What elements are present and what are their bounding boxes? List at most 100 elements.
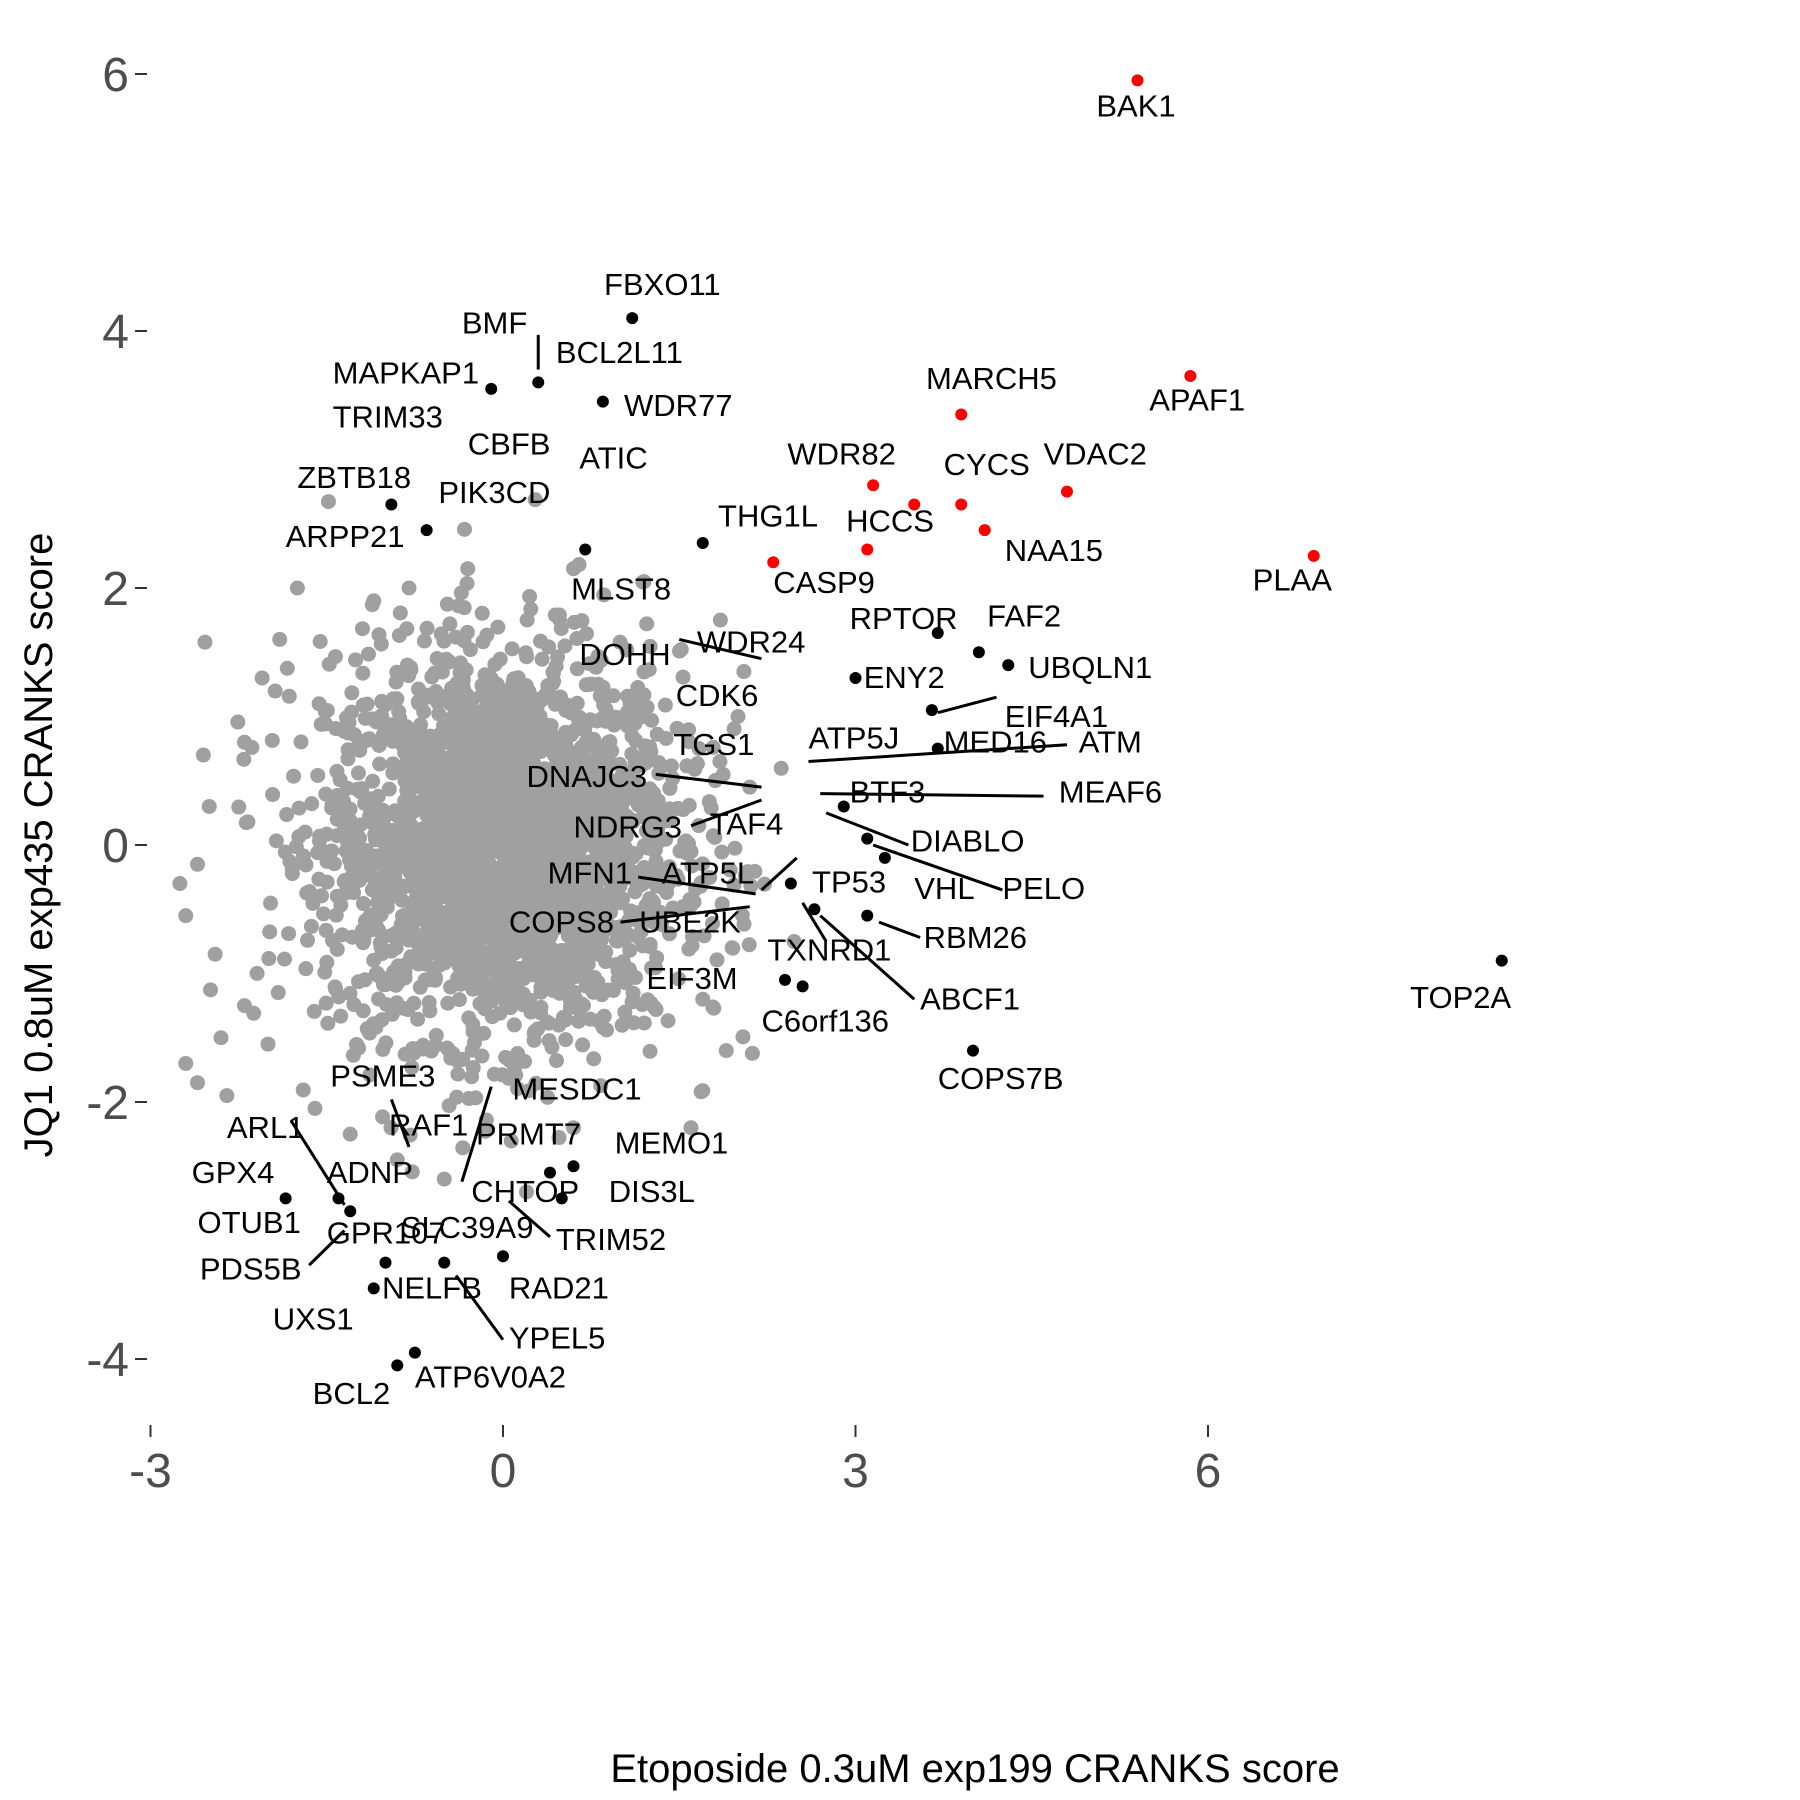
- background-point: [497, 993, 513, 1009]
- background-point: [441, 1098, 457, 1114]
- background-point: [307, 1100, 323, 1116]
- background-point: [585, 984, 601, 1000]
- background-point: [533, 984, 549, 1000]
- background-point: [465, 829, 481, 845]
- data-point: [596, 395, 609, 408]
- background-point: [551, 1130, 567, 1146]
- leader-line: [872, 843, 1003, 892]
- background-point: [646, 785, 662, 801]
- background-point: [663, 758, 679, 774]
- background-point: [649, 726, 665, 742]
- background-point: [605, 688, 621, 704]
- background-point: [650, 834, 666, 850]
- background-point: [362, 1025, 378, 1041]
- background-point: [409, 885, 425, 901]
- x-tick-label: 0: [490, 1445, 517, 1498]
- background-point: [683, 844, 699, 860]
- background-point: [506, 673, 522, 689]
- background-point: [195, 747, 211, 763]
- axes: -3 0 3 6 -4 -2 0 2 4 6: [86, 49, 1221, 1498]
- gene-label: ATM: [1079, 724, 1142, 759]
- background-point: [736, 664, 752, 680]
- background-point: [566, 561, 581, 577]
- leader-line: [819, 914, 916, 1001]
- background-point: [744, 1045, 760, 1061]
- gene-label: ENY2: [864, 660, 945, 695]
- background-point: [451, 958, 467, 974]
- gene-label: HCCS: [846, 503, 934, 538]
- background-point: [428, 1027, 444, 1043]
- background-point: [523, 601, 539, 617]
- background-point: [436, 727, 452, 743]
- highlight-point: [1184, 369, 1197, 382]
- background-point: [569, 661, 585, 677]
- background-point: [374, 693, 390, 709]
- y-axis-title: JQ1 0.8uM exp435 CRANKS score: [17, 533, 61, 1158]
- gene-label: OTUB1: [198, 1205, 301, 1240]
- background-point: [395, 738, 411, 754]
- background-point: [493, 921, 509, 937]
- gene-label: TRIM52: [556, 1222, 666, 1257]
- background-point: [619, 808, 635, 824]
- gene-label: ZBTB18: [297, 460, 411, 495]
- gene-label: MARCH5: [926, 361, 1057, 396]
- background-point: [490, 835, 506, 851]
- gene-label: ATP5J: [809, 721, 900, 756]
- background-point: [406, 1045, 422, 1061]
- background-point: [474, 870, 490, 886]
- background-point: [495, 893, 511, 909]
- background-point: [231, 799, 247, 815]
- background-point: [562, 999, 578, 1015]
- background-point: [643, 995, 659, 1011]
- highlighted-points: [767, 74, 1320, 569]
- background-point: [598, 746, 614, 762]
- data-point: [438, 1256, 451, 1269]
- background-point: [321, 656, 337, 672]
- background-point: [435, 912, 451, 928]
- leader-line: [760, 856, 798, 892]
- y-tick-label: 6: [102, 49, 129, 102]
- background-point: [518, 738, 534, 754]
- y-tick-label: 2: [102, 563, 129, 616]
- gene-label: FAF2: [987, 599, 1061, 634]
- background-point: [423, 822, 439, 838]
- background-point: [406, 751, 422, 767]
- data-point: [1002, 659, 1015, 672]
- background-point: [558, 799, 574, 815]
- leader-line: [678, 637, 762, 661]
- background-point: [461, 1091, 477, 1107]
- background-point: [465, 981, 481, 997]
- background-point: [416, 633, 432, 649]
- background-point: [383, 943, 399, 959]
- data-point: [579, 543, 592, 556]
- gene-label: MEMO1: [615, 1125, 729, 1160]
- background-point: [366, 593, 382, 609]
- gene-label: CDK6: [676, 678, 759, 713]
- gene-label: RAF1: [389, 1107, 468, 1142]
- background-point: [593, 1078, 609, 1094]
- background-point: [334, 927, 350, 943]
- highlight-point: [867, 479, 880, 492]
- background-point: [355, 697, 371, 713]
- background-point: [485, 981, 501, 997]
- data-point: [1495, 954, 1508, 967]
- background-point: [741, 937, 757, 953]
- background-point: [586, 807, 602, 823]
- background-point: [316, 906, 332, 922]
- background-point: [267, 683, 283, 699]
- background-point: [533, 899, 549, 915]
- background-point: [237, 998, 252, 1014]
- background-point: [439, 881, 455, 897]
- background-point: [522, 992, 538, 1008]
- background-point: [329, 941, 345, 957]
- background-point: [337, 885, 353, 901]
- gene-label: CASP9: [773, 565, 875, 600]
- background-point: [410, 1011, 426, 1027]
- background-point: [681, 722, 697, 738]
- background-point: [272, 631, 288, 647]
- background-point: [540, 792, 556, 808]
- background-point: [538, 818, 554, 834]
- background-point: [683, 1120, 699, 1136]
- background-point: [610, 963, 626, 979]
